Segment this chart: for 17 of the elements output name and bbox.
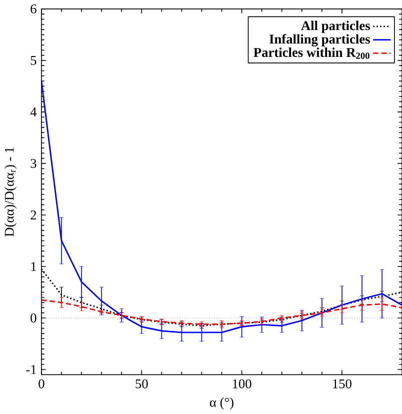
x-tick-label: 0: [38, 379, 44, 388]
y-tick-label: 3: [30, 158, 36, 168]
legend-label: All particles: [300, 20, 370, 33]
x-tick-label: 150: [332, 379, 352, 388]
x-tick-label: 100: [232, 379, 252, 388]
y-tick-label: 5: [30, 56, 36, 65]
y-tick-label: -1: [26, 365, 36, 374]
y-tick-label: 2: [30, 210, 36, 220]
x-axis-title: α (°): [210, 397, 234, 410]
y-tick-label: 4: [30, 108, 36, 116]
legend-label: Infalling particles: [269, 34, 370, 46]
y-axis-title: D(αα)/D(αα$_{r}$) - 1: [4, 148, 16, 237]
y-tick-label: 0: [30, 313, 36, 322]
y-tick-label: 1: [31, 262, 36, 271]
y-tick-label: 6: [30, 4, 36, 14]
x-tick-label: 50: [135, 379, 148, 388]
legend-label: Particles within R$_{200}$: [253, 48, 370, 59]
